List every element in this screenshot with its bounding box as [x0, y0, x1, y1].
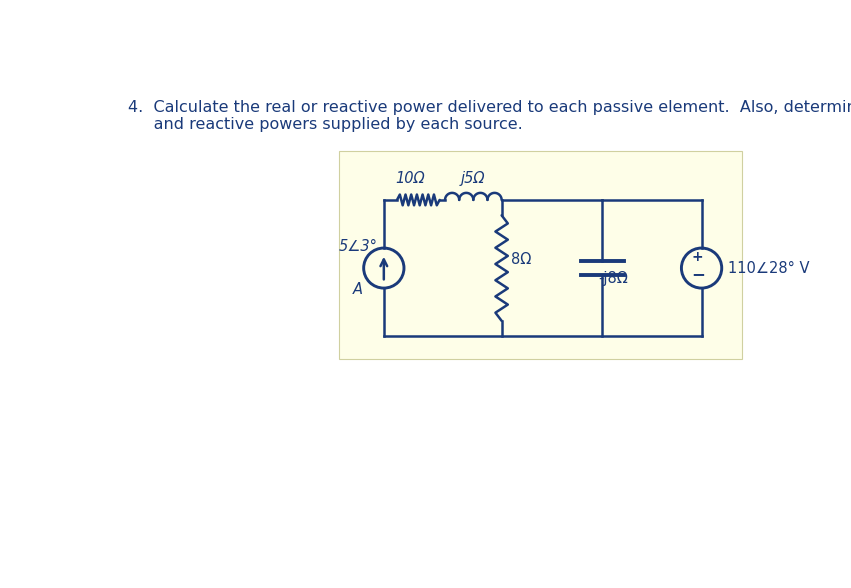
Text: 110∠28° V: 110∠28° V	[728, 260, 809, 276]
Text: A: A	[353, 282, 363, 298]
Text: and reactive powers supplied by each source.: and reactive powers supplied by each sou…	[128, 117, 523, 132]
Text: +: +	[692, 250, 704, 264]
Text: j5Ω: j5Ω	[461, 171, 486, 186]
Text: 10Ω: 10Ω	[396, 171, 426, 186]
Text: −: −	[691, 265, 705, 283]
Text: 4.  Calculate the real or reactive power delivered to each passive element.  Als: 4. Calculate the real or reactive power …	[128, 100, 851, 115]
Text: 5∠3°: 5∠3°	[339, 239, 378, 254]
Bar	[339, 151, 742, 359]
Text: 8Ω: 8Ω	[511, 252, 531, 267]
Text: -j8Ω: -j8Ω	[598, 270, 628, 286]
